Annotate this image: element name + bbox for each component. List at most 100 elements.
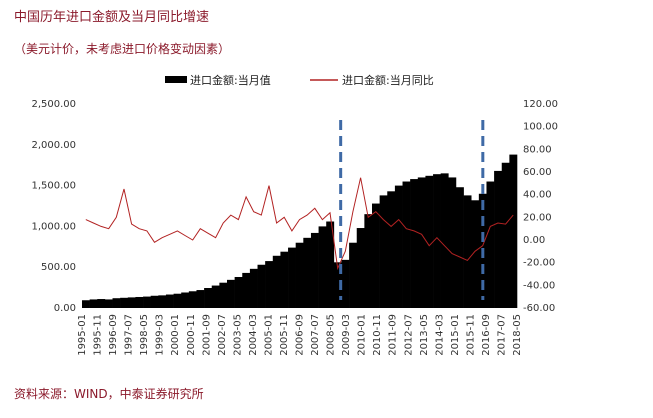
x-tick-label: 2011-09 bbox=[388, 314, 399, 356]
bar bbox=[143, 296, 151, 308]
bar bbox=[333, 262, 342, 308]
bar bbox=[433, 174, 441, 308]
legend-bar-swatch bbox=[165, 76, 187, 83]
right-tick-label: 100.00 bbox=[523, 122, 558, 133]
bar bbox=[280, 251, 289, 308]
x-tick-label: 2007-07 bbox=[310, 314, 321, 356]
x-tick-label: 2010-01 bbox=[357, 314, 368, 356]
bar bbox=[402, 181, 411, 308]
bar bbox=[471, 200, 480, 308]
chart-title: 中国历年进口金额及当月同比增速 bbox=[14, 10, 210, 25]
bar bbox=[425, 175, 434, 308]
bar bbox=[509, 154, 518, 308]
right-tick-label: 60.00 bbox=[523, 167, 552, 178]
bar bbox=[455, 187, 464, 308]
x-tick-label: 2001-09 bbox=[201, 314, 212, 356]
x-tick-label: 1995-01 bbox=[77, 314, 88, 356]
bar bbox=[410, 179, 419, 308]
bar bbox=[448, 177, 457, 308]
bar bbox=[417, 177, 426, 308]
bar bbox=[150, 295, 159, 308]
bar bbox=[135, 296, 144, 308]
bar bbox=[181, 292, 190, 308]
bar bbox=[463, 195, 472, 308]
left-tick-label: 500.00 bbox=[41, 262, 76, 273]
bar bbox=[364, 214, 373, 308]
bar bbox=[326, 221, 335, 308]
bar bbox=[257, 264, 266, 308]
right-axis: -60.00 -40.00 -20.00 0.00 20.00 40.00 60.00 80.… bbox=[523, 99, 558, 314]
bar bbox=[288, 247, 296, 308]
bar bbox=[89, 299, 98, 308]
source-note: 资料来源：WIND，中泰证券研究所 bbox=[14, 387, 204, 401]
bar bbox=[120, 297, 129, 308]
x-tick-label: 2012-07 bbox=[403, 314, 414, 356]
left-tick-label: 2,500.00 bbox=[31, 99, 76, 110]
bar bbox=[104, 299, 113, 308]
bar bbox=[356, 228, 365, 308]
line-series bbox=[85, 177, 514, 271]
bar bbox=[379, 195, 388, 308]
left-axis: 0.00 500.00 1,000.00 1,500.00 2,000.00 2,500.… bbox=[31, 99, 76, 314]
x-tick-label: 2010-11 bbox=[372, 314, 383, 356]
legend: 进口金额:当月值 进口金额:当月同比 bbox=[165, 73, 434, 87]
x-tick-label: 1997-07 bbox=[124, 314, 135, 356]
x-tick-label: 2006-09 bbox=[295, 314, 306, 356]
x-tick-label: 2005-01 bbox=[263, 314, 274, 356]
right-tick-label: 80.00 bbox=[523, 144, 552, 155]
x-tick-label: 2016-09 bbox=[481, 314, 492, 356]
bar bbox=[249, 268, 258, 308]
bar bbox=[112, 298, 121, 308]
x-tick-label: 2004-03 bbox=[248, 314, 259, 356]
bar bbox=[196, 290, 205, 308]
bar bbox=[97, 299, 106, 308]
bar bbox=[486, 181, 495, 308]
x-tick-label: 2018-05 bbox=[512, 314, 523, 356]
bar bbox=[341, 259, 350, 308]
bar bbox=[272, 255, 281, 308]
bar bbox=[165, 294, 174, 308]
bar bbox=[295, 242, 304, 308]
left-tick-label: 1,500.00 bbox=[31, 181, 76, 192]
bar bbox=[227, 279, 235, 308]
x-tick-label: 2014-03 bbox=[434, 314, 445, 356]
reference-lines bbox=[339, 120, 485, 300]
bar bbox=[494, 170, 503, 308]
legend-bar-label: 进口金额:当月值 bbox=[190, 73, 271, 87]
x-tick-label: 2015-01 bbox=[450, 314, 461, 356]
left-tick-label: 0.00 bbox=[54, 303, 76, 314]
bar bbox=[394, 185, 403, 308]
bar bbox=[318, 226, 327, 308]
bar bbox=[440, 173, 449, 308]
left-tick-label: 2,000.00 bbox=[31, 140, 76, 151]
bar bbox=[372, 203, 380, 308]
bar bbox=[234, 276, 243, 308]
bar bbox=[188, 291, 197, 308]
x-tick-label: 2005-11 bbox=[279, 314, 290, 356]
bar bbox=[349, 242, 358, 308]
x-tick-label: 1995-11 bbox=[93, 314, 104, 356]
right-tick-label: -60.00 bbox=[523, 303, 555, 314]
bar bbox=[173, 293, 182, 308]
bar bbox=[211, 285, 220, 308]
bar bbox=[265, 261, 274, 308]
x-tick-label: 2000-01 bbox=[170, 314, 181, 356]
x-tick-label: 2008-05 bbox=[326, 314, 337, 356]
right-tick-label: -40.00 bbox=[523, 280, 555, 291]
legend-line-label: 进口金额:当月同比 bbox=[342, 73, 434, 87]
bar bbox=[310, 232, 319, 308]
x-tick-label: 2002-07 bbox=[217, 314, 228, 356]
right-tick-label: 40.00 bbox=[523, 190, 552, 201]
x-tick-label: 2003-05 bbox=[232, 314, 243, 356]
x-tick-label: 2015-11 bbox=[465, 314, 476, 356]
x-tick-label: 1996-09 bbox=[108, 314, 119, 356]
bar bbox=[127, 297, 136, 308]
x-tick-label: 2009-03 bbox=[341, 314, 352, 356]
right-tick-label: -20.00 bbox=[523, 258, 555, 269]
x-tick-label: 2017-07 bbox=[497, 314, 508, 356]
bar bbox=[219, 282, 228, 308]
right-tick-label: 120.00 bbox=[523, 99, 558, 110]
bar bbox=[242, 272, 251, 308]
x-tick-label: 2013-05 bbox=[419, 314, 430, 356]
